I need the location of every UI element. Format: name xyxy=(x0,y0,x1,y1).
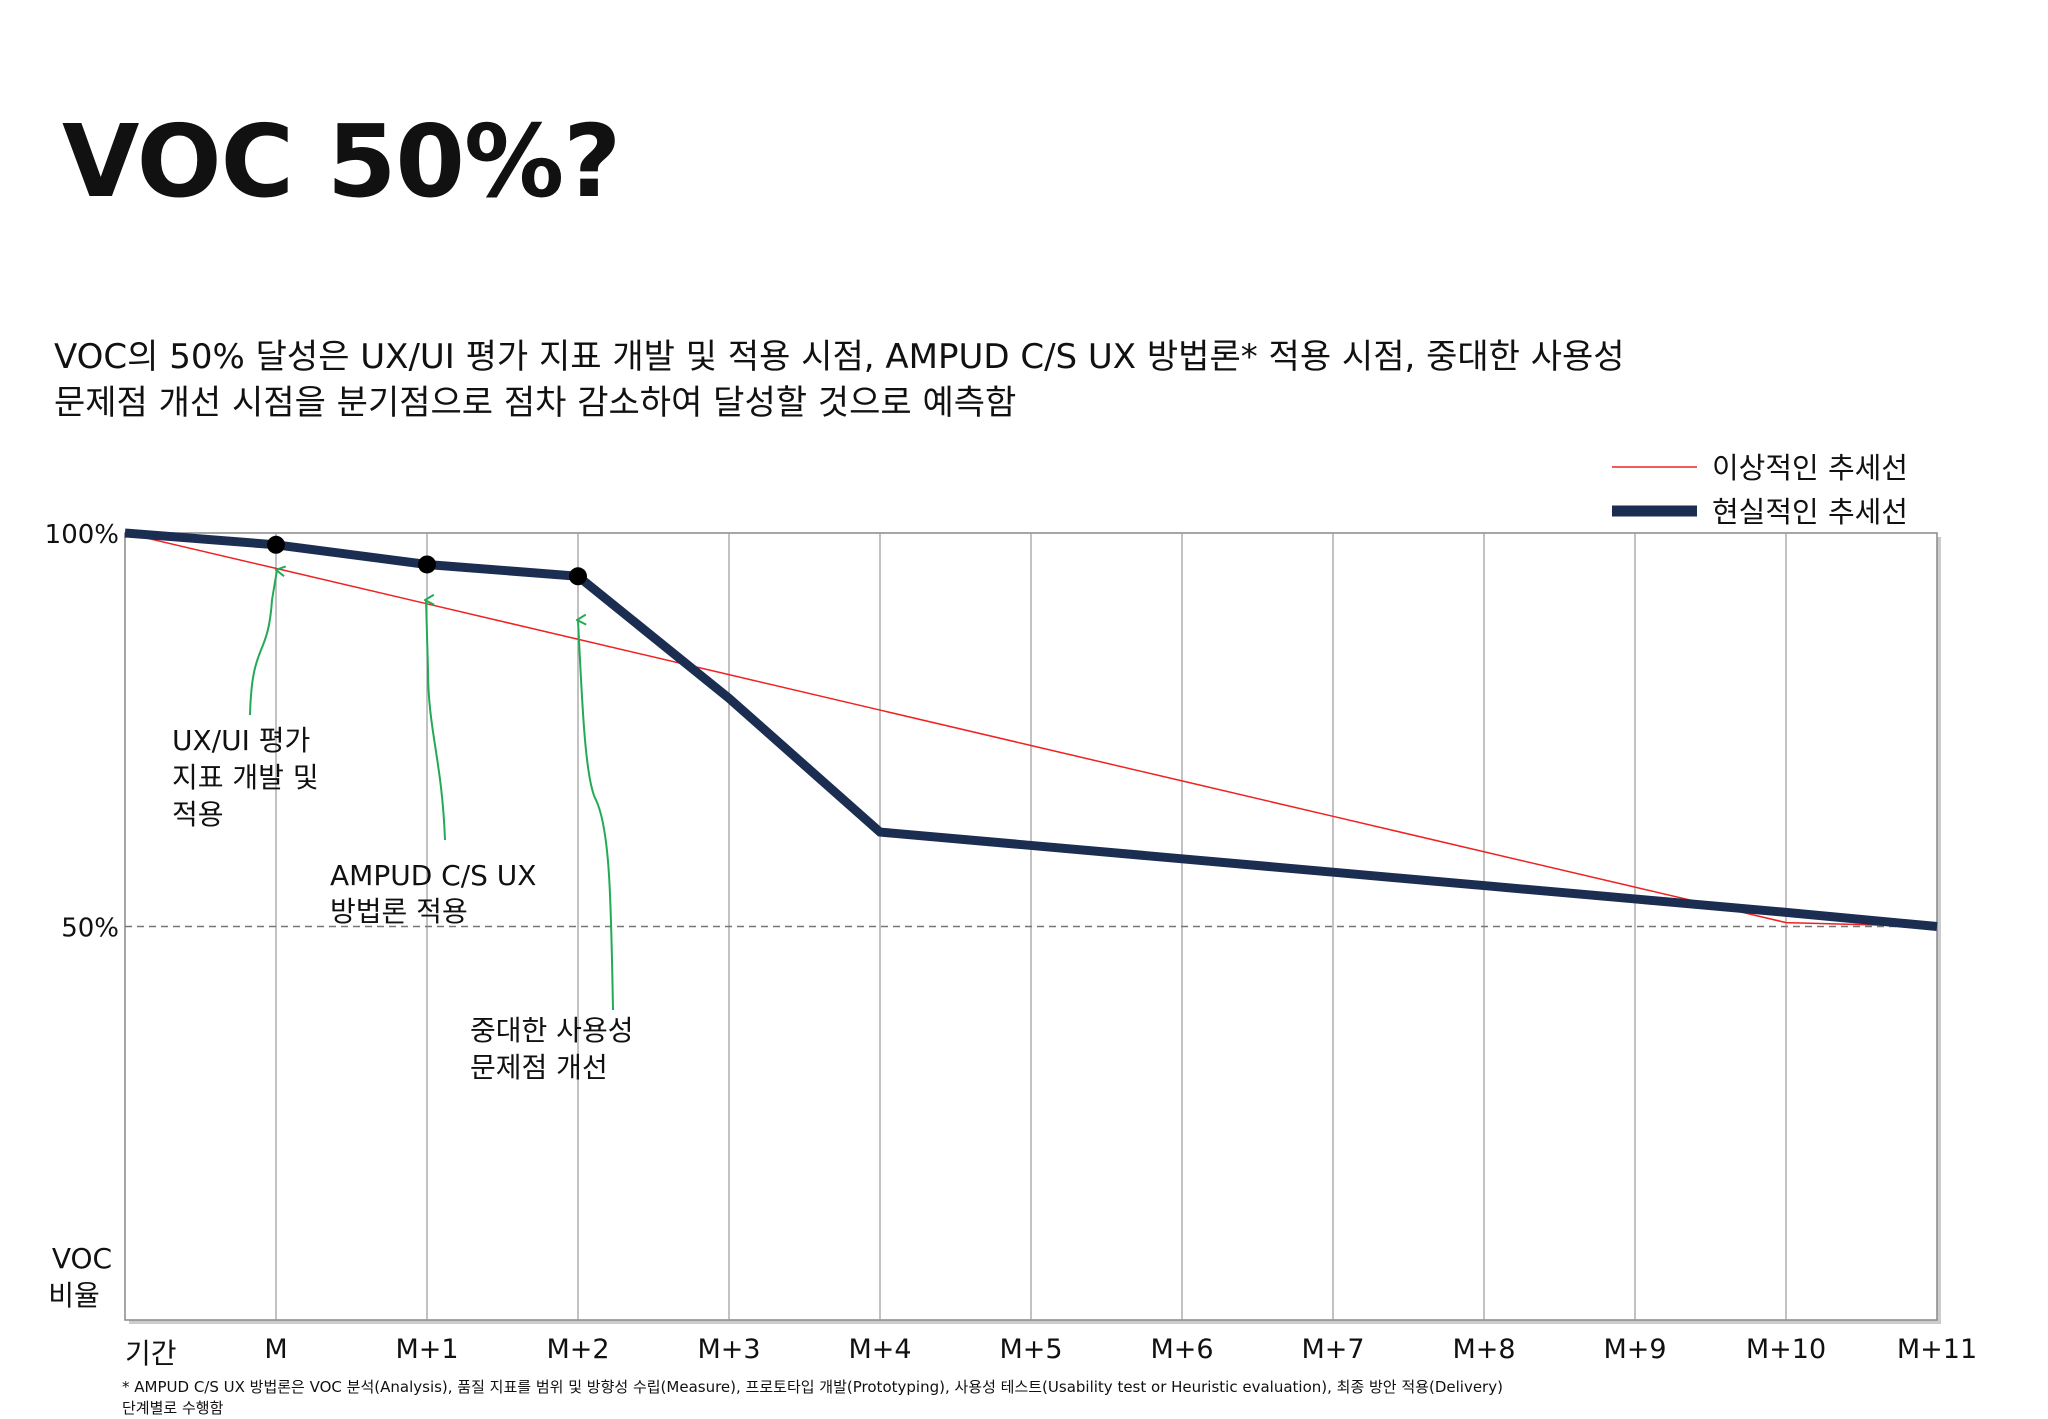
annotation-arrow-3 xyxy=(578,620,614,1011)
slide-subtitle: VOC의 50% 달성은 UX/UI 평가 지표 개발 및 적용 시점, AMP… xyxy=(54,334,1934,426)
annotation-label-2-2: 방법론 적용 xyxy=(330,895,468,928)
ylabel-line-2: 비율 xyxy=(48,1279,100,1312)
legend-label-2: 현실적인 추세선 xyxy=(1712,495,1908,529)
footnote-line-1: * AMPUD C/S UX 방법론은 VOC 분석(Analysis), 품질… xyxy=(122,1378,1503,1396)
xtick-label-11: M+10 xyxy=(1746,1334,1826,1365)
xtick-label-1: M xyxy=(264,1334,287,1365)
xtick-label-6: M+5 xyxy=(999,1334,1062,1365)
marker-group xyxy=(267,535,587,586)
xtick-label-5: M+4 xyxy=(848,1334,911,1365)
annotation-label-1-2: 지표 개발 및 xyxy=(172,761,319,794)
xtick-label-10: M+9 xyxy=(1603,1334,1666,1365)
annotation-label-2-1: AMPUD C/S UX xyxy=(330,859,537,892)
xtick-label-2: M+1 xyxy=(395,1334,458,1365)
xtick-label-12: M+11 xyxy=(1897,1334,1977,1365)
milestone-marker-2 xyxy=(418,555,436,574)
footnote-line-2: 단계별로 수행함 xyxy=(122,1399,224,1417)
annotation-label-1-3: 적용 xyxy=(172,798,224,831)
annotation-label-1-1: UX/UI 평가 xyxy=(172,724,310,757)
xtick-label-8: M+7 xyxy=(1301,1334,1364,1365)
annotation-arrow-1 xyxy=(249,570,277,716)
ytick-label-50: 50% xyxy=(61,914,119,944)
milestone-marker-3 xyxy=(569,567,587,586)
subtitle-line-2: 문제점 개선 시점을 분기점으로 점차 감소하여 달성할 것으로 예측함 xyxy=(54,383,1017,423)
slide-title: VOC 50%? xyxy=(62,103,621,220)
annotation-label-3-1: 중대한 사용성 xyxy=(470,1014,633,1047)
plot-area xyxy=(124,532,1941,1324)
footnote: * AMPUD C/S UX 방법론은 VOC 분석(Analysis), 품질… xyxy=(122,1377,1942,1419)
legend-label-1: 이상적인 추세선 xyxy=(1712,451,1908,485)
annotation-label-3-2: 문제점 개선 xyxy=(470,1051,608,1084)
xtick-label-7: M+6 xyxy=(1150,1334,1213,1365)
subtitle-line-1: VOC의 50% 달성은 UX/UI 평가 지표 개발 및 적용 시점, AMP… xyxy=(54,337,1625,377)
xtick-label-4: M+3 xyxy=(697,1334,760,1365)
xlabel: 기간 xyxy=(125,1337,177,1370)
ytick-label-100: 100% xyxy=(45,520,119,550)
ylabel-line-1: VOC xyxy=(52,1242,112,1275)
annotation-arrow-2 xyxy=(426,600,446,841)
milestone-marker-1 xyxy=(267,535,285,554)
xtick-label-9: M+8 xyxy=(1452,1334,1515,1365)
xtick-label-3: M+2 xyxy=(546,1334,609,1365)
